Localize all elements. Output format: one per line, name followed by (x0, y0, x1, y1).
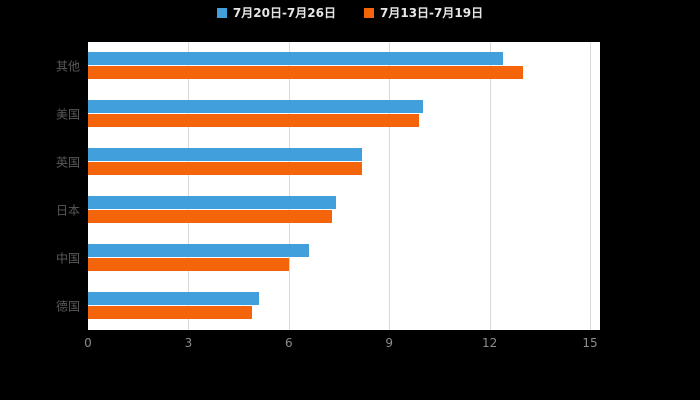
gridline (188, 42, 190, 330)
x-axis-tick-label: 6 (284, 336, 293, 350)
bar-series1 (88, 244, 309, 257)
x-axis-tick-label: 0 (84, 336, 92, 350)
bar-series1 (88, 292, 259, 305)
gridline (288, 42, 290, 330)
bar-series1 (88, 196, 336, 209)
legend-item[interactable]: 7月20日-7月26日 (216, 6, 336, 20)
legend: 7月20日-7月26日 7月13日-7月19日 (0, 7, 700, 19)
gridline (590, 42, 591, 330)
y-axis-category-label: 德国 (55, 299, 80, 314)
y-axis-category-label: 美国 (55, 107, 80, 122)
bar-series1 (88, 52, 503, 65)
bar-series2 (88, 210, 333, 223)
bar-series2 (88, 306, 252, 319)
y-axis-category-label: 日本 (55, 203, 80, 218)
x-axis-tick-label: 15 (582, 336, 598, 350)
bar-series1 (88, 100, 423, 113)
gridline (489, 42, 491, 330)
bar-series2 (88, 114, 420, 127)
bar-series1 (88, 148, 363, 161)
bar-series2 (88, 258, 289, 271)
y-axis-category-label: 英国 (55, 155, 80, 170)
x-axis-tick-label: 3 (184, 336, 193, 350)
x-axis-tick-label: 9 (385, 336, 394, 350)
y-axis-category-label: 中国 (55, 251, 80, 266)
y-axis-category-label: 其他 (55, 59, 80, 74)
plot-area (88, 42, 600, 330)
legend-swatch-icon (364, 8, 374, 18)
legend-item-label: 7月20日-7月26日 (232, 6, 336, 20)
bar-series2 (88, 162, 363, 175)
x-axis-tick-label: 12 (481, 336, 498, 350)
gridline (389, 42, 391, 330)
legend-item-label: 7月13日-7月19日 (380, 6, 484, 20)
legend-item[interactable]: 7月13日-7月19日 (364, 7, 483, 19)
legend-swatch-icon (216, 8, 227, 18)
bar-series2 (88, 66, 524, 79)
